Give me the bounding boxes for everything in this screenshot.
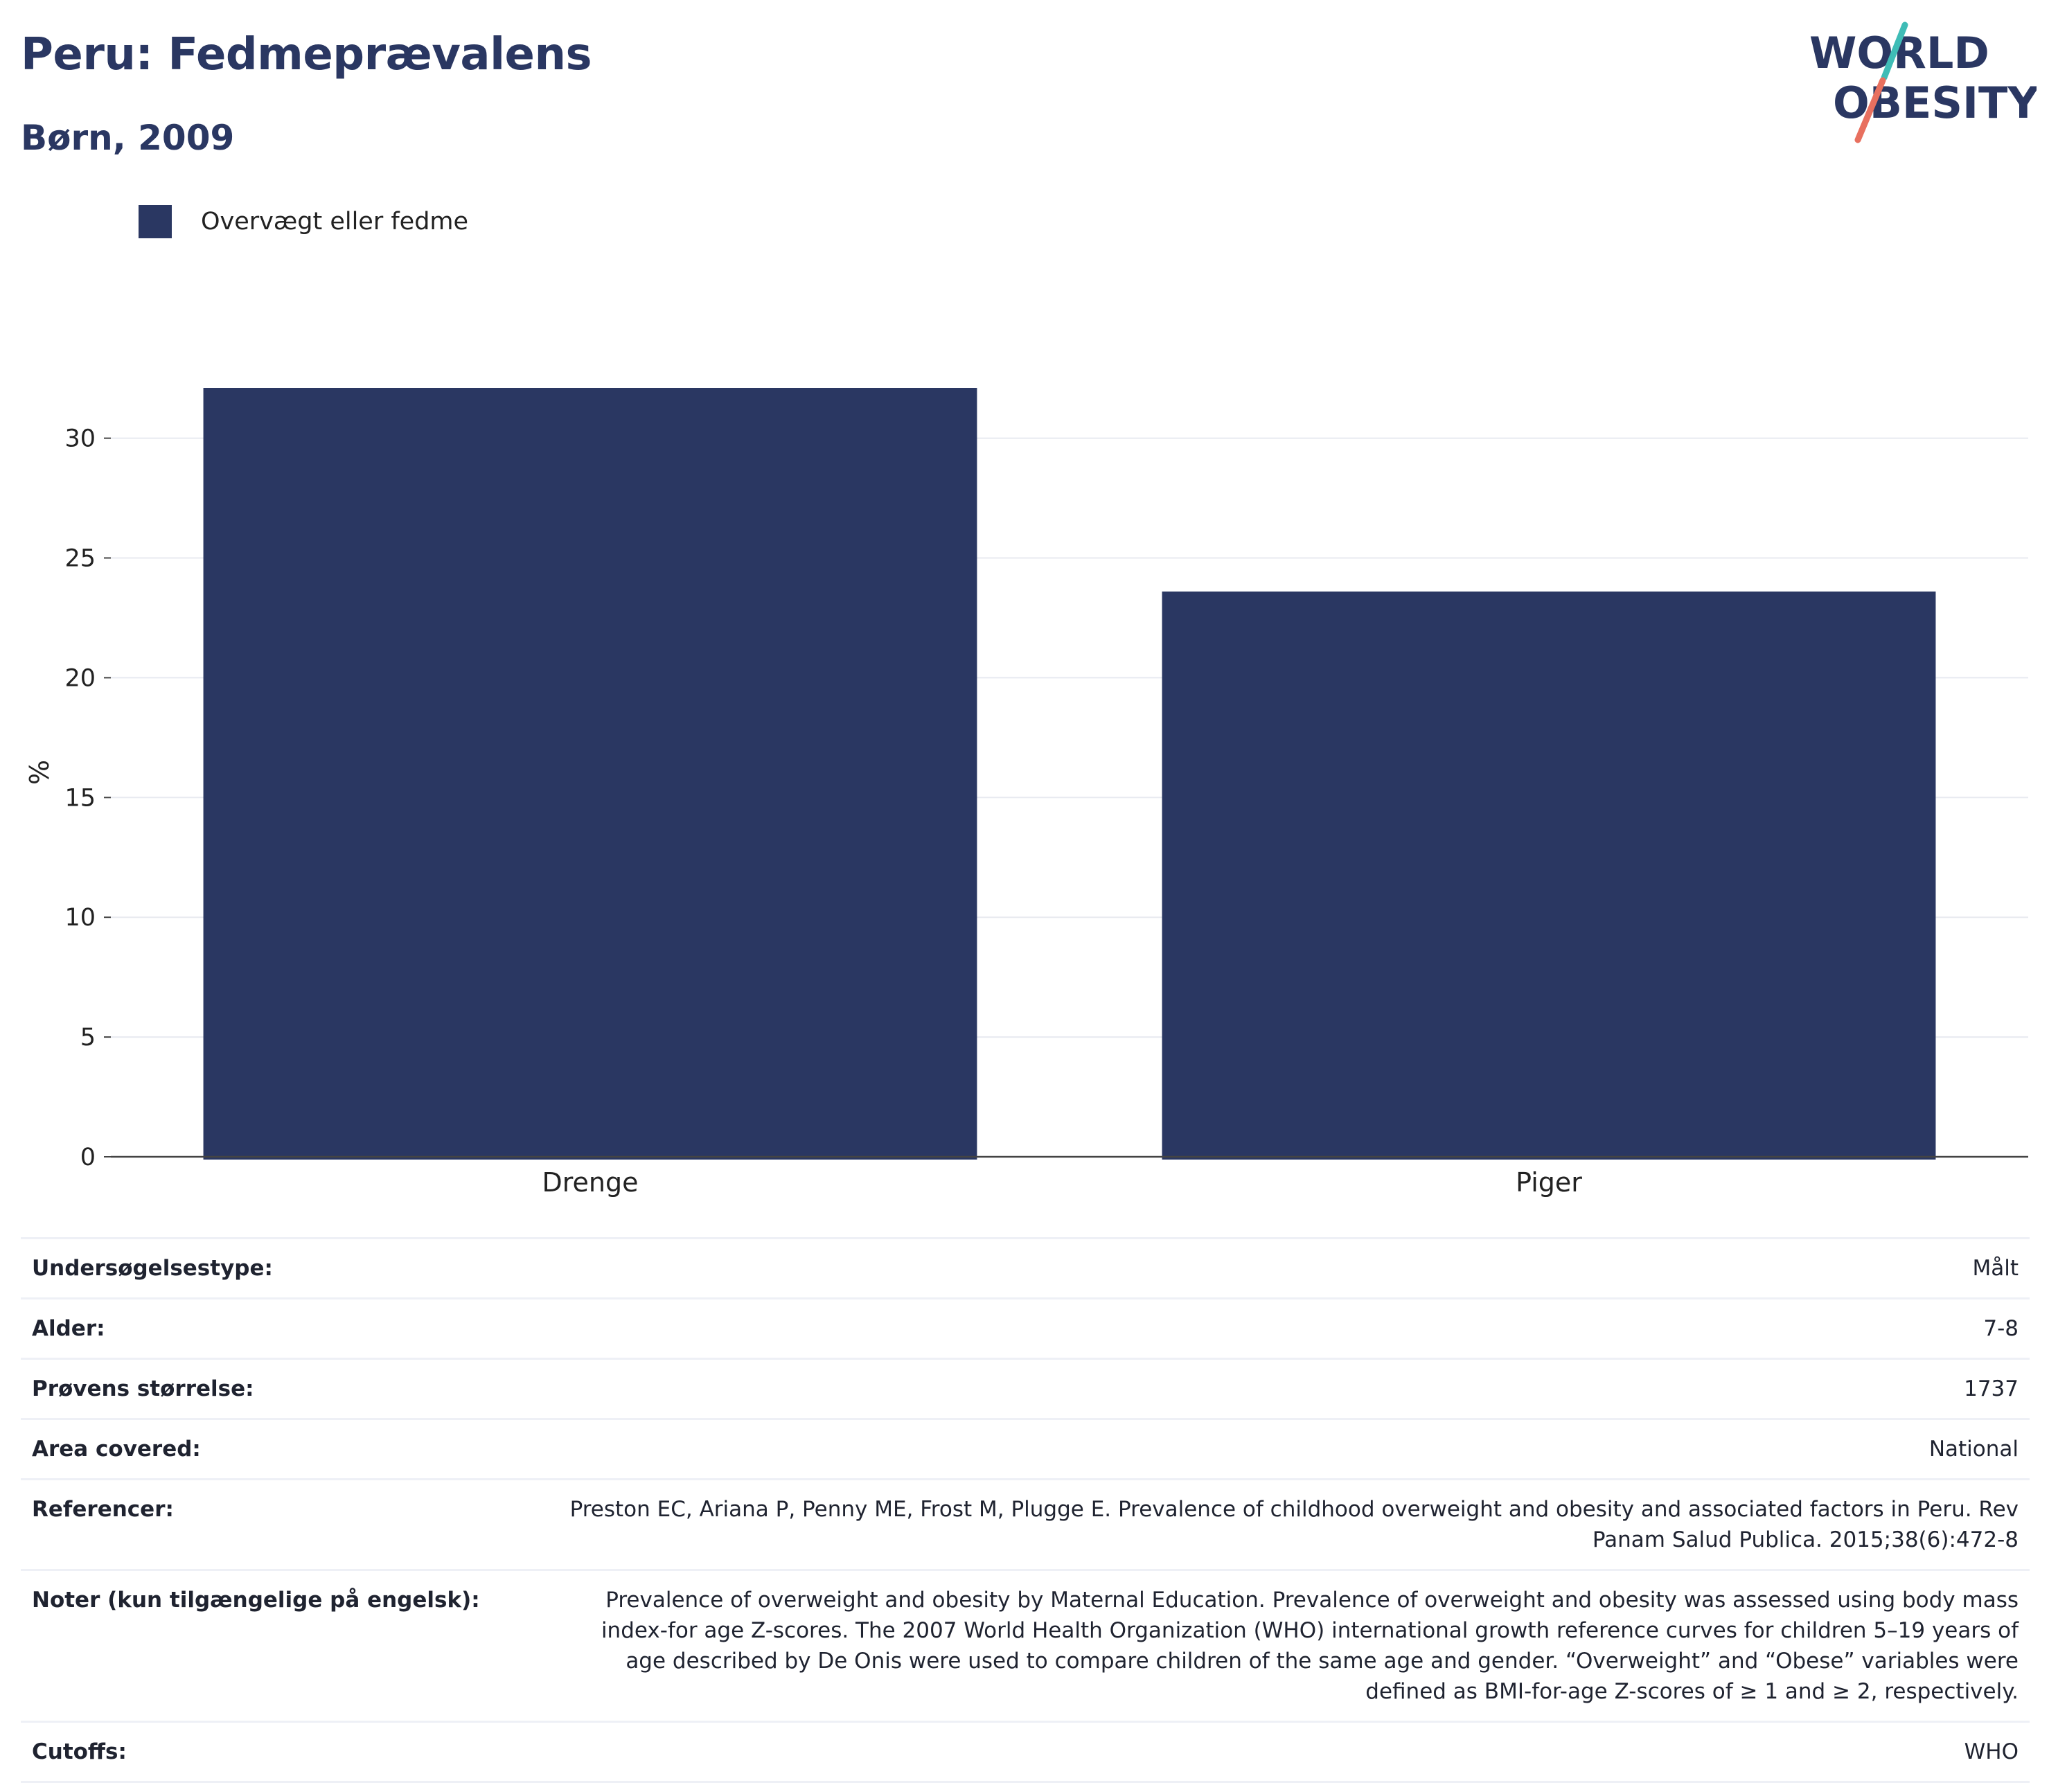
page-title: Peru: Fedmeprævalens — [21, 29, 592, 80]
metadata-key: Undersøgelsestype: — [32, 1256, 273, 1281]
metadata-table: Undersøgelsestype: Målt Alder: 7-8 Prøvens s… — [21, 1237, 2030, 1783]
y-axis-label: % — [24, 760, 55, 785]
metadata-value: Målt — [1972, 1256, 2019, 1281]
metadata-key: Noter (kun tilgængelige på engelsk): — [32, 1588, 480, 1613]
metadata-row: Undersøgelsestype: Målt — [21, 1237, 2030, 1297]
metadata-row: Alder: 7-8 — [21, 1297, 2030, 1358]
y-tick-label: 0 — [80, 1144, 96, 1171]
page-subtitle: Børn, 2009 — [21, 118, 235, 158]
y-tick-label: 20 — [64, 664, 96, 692]
metadata-value: Preston EC, Ariana P, Penny ME, Frost M,… — [569, 1497, 2019, 1552]
metadata-row: Noter (kun tilgængelige på engelsk): Prev… — [21, 1569, 2030, 1721]
metadata-value: Prevalence of overweight and obesity by … — [601, 1588, 2019, 1704]
y-tick-label: 25 — [64, 545, 96, 573]
metadata-key: Alder: — [32, 1316, 105, 1341]
y-tick-label: 10 — [64, 904, 96, 932]
bar-chart: 0 5 10 15 20 25 30 Drenge Piger% — [24, 388, 2028, 1198]
x-category-label: Drenge — [542, 1167, 638, 1198]
metadata-key: Referencer: — [32, 1497, 174, 1522]
metadata-row: Prøvens størrelse: 1737 — [21, 1358, 2030, 1418]
y-tick-label: 30 — [64, 425, 96, 453]
legend-label: Overvægt eller fedme — [201, 208, 469, 236]
logo-slash-coral — [1854, 77, 1886, 143]
bar — [203, 388, 977, 1160]
metadata-key: Cutoffs: — [32, 1739, 127, 1764]
metadata-value: National — [1928, 1437, 2019, 1462]
metadata-value: 1737 — [1964, 1376, 2019, 1401]
metadata-key: Area covered: — [32, 1437, 201, 1462]
y-tick-label: 15 — [64, 784, 96, 812]
metadata-row: Area covered: National — [21, 1418, 2030, 1478]
metadata-row: Referencer: Preston EC, Ariana P, Penny M… — [21, 1478, 2030, 1569]
metadata-key: Prøvens størrelse: — [32, 1376, 254, 1401]
metadata-row: Cutoffs: WHO — [21, 1721, 2030, 1783]
logo-slash-teal — [1881, 21, 1908, 81]
legend-swatch — [139, 205, 172, 238]
metadata-value: WHO — [1964, 1739, 2019, 1764]
metadata-value: 7-8 — [1983, 1316, 2019, 1341]
world-obesity-logo: WORLD OBESITY — [1809, 21, 2037, 143]
y-tick-label: 5 — [80, 1024, 96, 1052]
chart-legend: Overvægt eller fedme — [139, 205, 468, 238]
bar — [1162, 591, 1936, 1160]
x-category-label: Piger — [1516, 1167, 1582, 1198]
